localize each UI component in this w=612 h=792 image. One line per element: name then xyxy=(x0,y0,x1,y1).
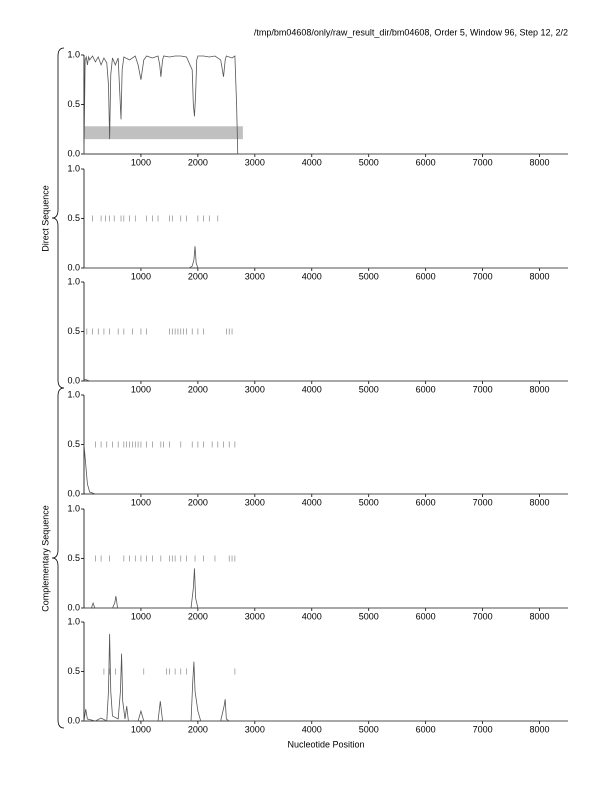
x-tick-label: 1000 xyxy=(131,384,151,394)
y-tick-label: 0.5 xyxy=(67,553,80,563)
y-tick-label: 1.0 xyxy=(67,616,80,626)
line xyxy=(83,444,568,495)
y-tick-label: 0.0 xyxy=(67,488,80,498)
brace xyxy=(51,47,65,389)
y-tick-label: 1.0 xyxy=(67,389,80,399)
y-axis-label: Direct Sequence xyxy=(40,185,50,252)
x-tick-label: 1000 xyxy=(131,157,151,167)
x-tick-label: 2000 xyxy=(188,611,208,621)
y-tick-label: 1.0 xyxy=(67,276,80,286)
x-tick-label: 6000 xyxy=(416,611,436,621)
y-tick-label: 0.5 xyxy=(67,99,80,109)
x-tick-label: 4000 xyxy=(302,384,322,394)
line xyxy=(83,633,568,722)
x-tick-label: 3000 xyxy=(245,724,265,734)
x-tick-label: 1000 xyxy=(131,611,151,621)
x-tick-label: 6000 xyxy=(416,271,436,281)
x-tick-label: 5000 xyxy=(359,724,379,734)
x-tick-label: 8000 xyxy=(530,384,550,394)
y-tick-label: 1.0 xyxy=(67,503,80,513)
line xyxy=(84,568,568,609)
x-tick-label: 4000 xyxy=(302,611,322,621)
y-tick-label: 0.5 xyxy=(67,439,80,449)
line xyxy=(83,378,568,382)
x-tick-label: 7000 xyxy=(473,384,493,394)
x-tick-label: 5000 xyxy=(359,157,379,167)
x-tick-label: 4000 xyxy=(302,497,322,507)
y-tick-label: 0.0 xyxy=(67,262,80,272)
x-tick-label: 7000 xyxy=(473,157,493,167)
x-tick-label: 6000 xyxy=(416,497,436,507)
x-tick-label: 4000 xyxy=(302,157,322,167)
x-tick-label: 1000 xyxy=(131,271,151,281)
x-tick-label: 7000 xyxy=(473,271,493,281)
x-tick-label: 8000 xyxy=(530,497,550,507)
line xyxy=(83,55,568,155)
x-tick-label: 1000 xyxy=(131,497,151,507)
x-tick-label: 2000 xyxy=(188,497,208,507)
x-tick-label: 4000 xyxy=(302,271,322,281)
chart-title: /tmp/bm04608/only/raw_result_dir/bm04608… xyxy=(254,27,568,37)
x-tick-label: 7000 xyxy=(473,611,493,621)
y-axis-label: Complementary Sequence xyxy=(40,505,50,612)
x-tick-label: 3000 xyxy=(245,271,265,281)
x-tick-label: 5000 xyxy=(359,384,379,394)
x-tick-label: 5000 xyxy=(359,271,379,281)
x-tick-label: 3000 xyxy=(245,157,265,167)
x-tick-label: 6000 xyxy=(416,724,436,734)
y-tick-label: 1.0 xyxy=(67,163,80,173)
x-tick-label: 3000 xyxy=(245,384,265,394)
y-tick-label: 1.0 xyxy=(67,49,80,59)
x-tick-label: 2000 xyxy=(188,724,208,734)
x-tick-label: 2000 xyxy=(188,157,208,167)
y-tick-label: 0.5 xyxy=(67,326,80,336)
x-tick-label: 8000 xyxy=(530,724,550,734)
y-tick-label: 0.0 xyxy=(67,148,80,158)
line xyxy=(84,246,568,269)
band xyxy=(84,126,243,140)
x-tick-label: 8000 xyxy=(530,611,550,621)
x-tick-label: 3000 xyxy=(245,497,265,507)
x-tick-label: 2000 xyxy=(188,271,208,281)
y-tick-label: 0.0 xyxy=(67,715,80,725)
y-tick-label: 0.5 xyxy=(67,666,80,676)
x-tick-label: 3000 xyxy=(245,611,265,621)
x-tick-label: 7000 xyxy=(473,724,493,734)
y-tick-label: 0.0 xyxy=(67,375,80,385)
x-tick-label: 7000 xyxy=(473,497,493,507)
brace xyxy=(51,387,65,729)
x-tick-label: 8000 xyxy=(530,271,550,281)
y-tick-label: 0.5 xyxy=(67,213,80,223)
x-tick-label: 2000 xyxy=(188,384,208,394)
x-tick-label: 5000 xyxy=(359,611,379,621)
x-tick-label: 1000 xyxy=(131,724,151,734)
x-tick-label: 6000 xyxy=(416,384,436,394)
y-tick-label: 0.0 xyxy=(67,602,80,612)
x-tick-label: 5000 xyxy=(359,497,379,507)
x-axis-label: Nucleotide Position xyxy=(287,739,364,749)
x-tick-label: 8000 xyxy=(530,157,550,167)
x-tick-label: 4000 xyxy=(302,724,322,734)
x-tick-label: 6000 xyxy=(416,157,436,167)
